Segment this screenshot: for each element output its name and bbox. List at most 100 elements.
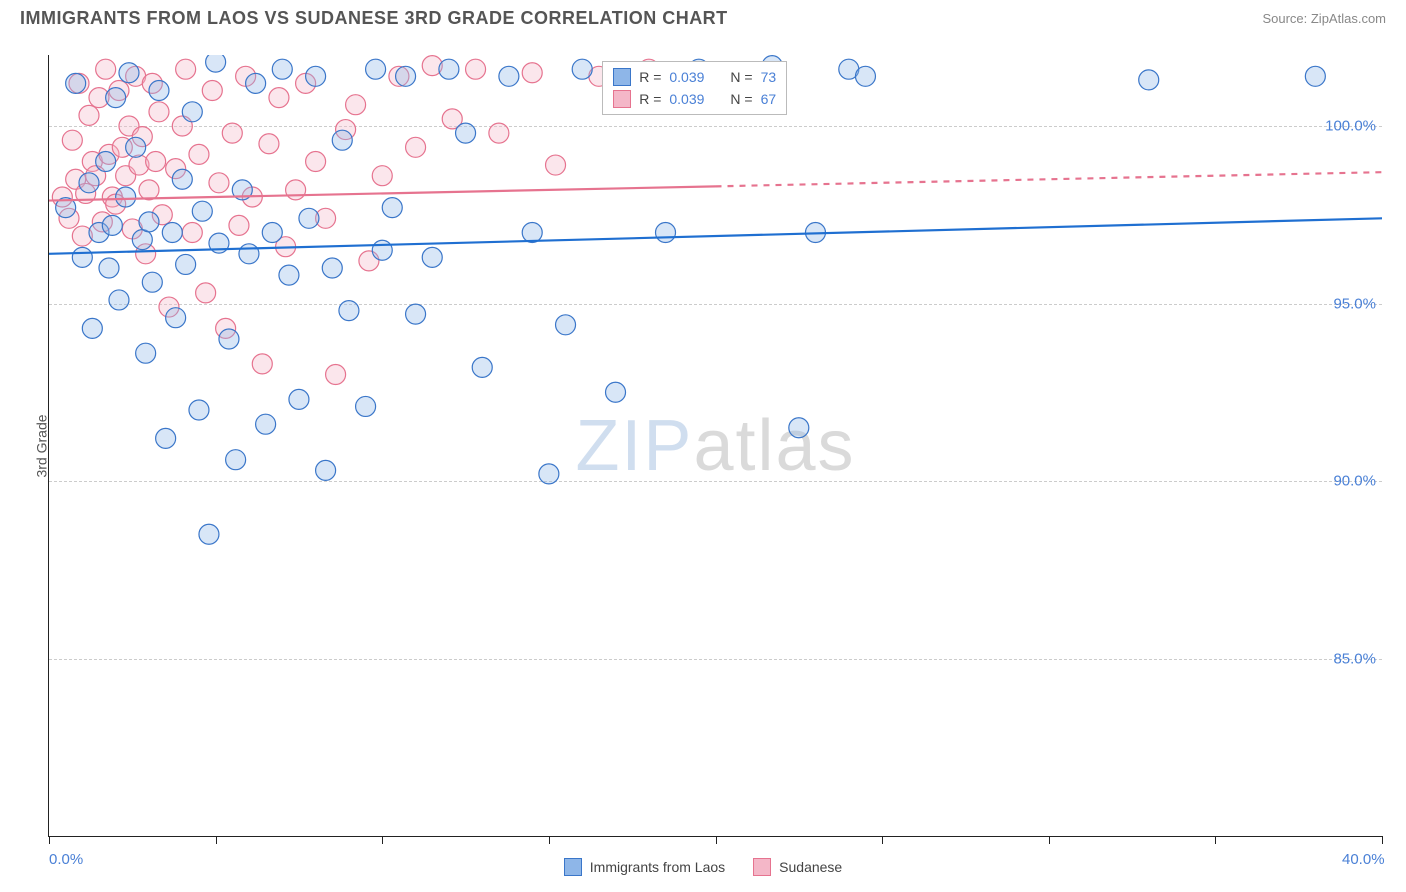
trend-line-dashed	[716, 172, 1383, 186]
data-point	[316, 460, 336, 480]
data-point	[306, 66, 326, 86]
data-point	[139, 212, 159, 232]
data-point	[606, 382, 626, 402]
stats-legend-row: R = 0.039 N = 67	[613, 88, 776, 110]
x-tick	[1382, 836, 1383, 844]
data-point	[182, 223, 202, 243]
scatter-svg	[49, 55, 1382, 836]
data-point	[99, 258, 119, 278]
plot-area: ZIPatlas R = 0.039 N = 73 R = 0.039 N = …	[48, 55, 1382, 837]
stats-legend-row: R = 0.039 N = 73	[613, 66, 776, 88]
data-point	[299, 208, 319, 228]
legend-swatch	[613, 68, 631, 86]
x-tick	[216, 836, 217, 844]
x-tick	[1215, 836, 1216, 844]
data-point	[96, 59, 116, 79]
data-point	[572, 59, 592, 79]
data-point	[466, 59, 486, 79]
data-point	[346, 95, 366, 115]
data-point	[1139, 70, 1159, 90]
x-tick	[549, 836, 550, 844]
data-point	[322, 258, 342, 278]
data-point	[149, 102, 169, 122]
data-point	[189, 400, 209, 420]
data-point	[79, 105, 99, 125]
legend-n-label: N =	[730, 91, 752, 107]
legend-r-label: R =	[639, 69, 661, 85]
data-point	[372, 240, 392, 260]
data-point	[142, 272, 162, 292]
data-point	[136, 343, 156, 363]
data-point	[252, 354, 272, 374]
chart-title: IMMIGRANTS FROM LAOS VS SUDANESE 3RD GRA…	[20, 8, 728, 29]
data-point	[166, 308, 186, 328]
data-point	[286, 180, 306, 200]
data-point	[539, 464, 559, 484]
data-point	[199, 524, 219, 544]
data-point	[172, 169, 192, 189]
data-point	[406, 137, 426, 157]
data-point	[339, 301, 359, 321]
data-point	[139, 180, 159, 200]
data-point	[176, 59, 196, 79]
legend-r-value: 0.039	[669, 69, 704, 85]
data-point	[162, 223, 182, 243]
x-tick	[1049, 836, 1050, 844]
legend-label: Sudanese	[779, 859, 842, 875]
data-point	[222, 123, 242, 143]
legend-n-value: 67	[761, 91, 777, 107]
data-point	[82, 318, 102, 338]
stats-legend: R = 0.039 N = 73 R = 0.039 N = 67	[602, 61, 787, 115]
data-point	[102, 215, 122, 235]
x-tick	[382, 836, 383, 844]
data-point	[489, 123, 509, 143]
data-point	[146, 152, 166, 172]
data-point	[196, 283, 216, 303]
x-tick	[882, 836, 883, 844]
data-point	[149, 81, 169, 101]
data-point	[246, 73, 266, 93]
data-point	[366, 59, 386, 79]
data-point	[422, 247, 442, 267]
data-point	[189, 144, 209, 164]
data-point	[499, 66, 519, 86]
data-point	[226, 450, 246, 470]
legend-label: Immigrants from Laos	[590, 859, 725, 875]
data-point	[109, 290, 129, 310]
data-point	[1305, 66, 1325, 86]
data-point	[239, 244, 259, 264]
data-point	[79, 173, 99, 193]
data-point	[522, 223, 542, 243]
data-point	[382, 198, 402, 218]
data-point	[62, 130, 82, 150]
data-point	[176, 254, 196, 274]
data-point	[219, 329, 239, 349]
data-point	[72, 247, 92, 267]
data-point	[256, 414, 276, 434]
data-point	[522, 63, 542, 83]
data-point	[262, 223, 282, 243]
data-point	[279, 265, 299, 285]
chart-area: ZIPatlas R = 0.039 N = 73 R = 0.039 N = …	[48, 55, 1382, 837]
data-point	[66, 73, 86, 93]
x-tick	[716, 836, 717, 844]
data-point	[306, 152, 326, 172]
data-point	[406, 304, 426, 324]
data-point	[289, 389, 309, 409]
data-point	[272, 59, 292, 79]
data-point	[156, 428, 176, 448]
data-point	[209, 173, 229, 193]
x-tick	[49, 836, 50, 844]
data-point	[116, 187, 136, 207]
data-point	[126, 137, 146, 157]
data-point	[656, 223, 676, 243]
data-point	[119, 63, 139, 83]
data-point	[456, 123, 476, 143]
data-point	[182, 102, 202, 122]
bottom-legend-item: Sudanese	[753, 858, 842, 876]
data-point	[332, 130, 352, 150]
data-point	[132, 230, 152, 250]
data-point	[855, 66, 875, 86]
data-point	[229, 215, 249, 235]
source-label: Source: ZipAtlas.com	[1262, 11, 1386, 26]
